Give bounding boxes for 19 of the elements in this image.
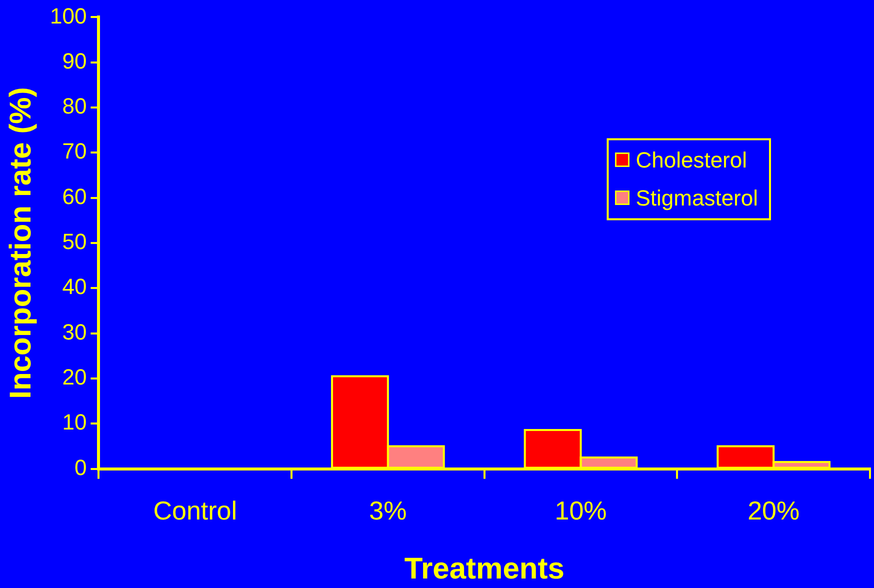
y-tick-label: 60: [62, 184, 87, 209]
y-tick-label: 0: [74, 454, 87, 480]
x-tick-label: 20%: [748, 496, 800, 526]
y-tick-label: 80: [62, 94, 87, 119]
y-axis-title: Incorporation rate (%): [4, 87, 38, 399]
y-tick-label: 70: [62, 138, 87, 164]
y-tick-label: 100: [50, 3, 87, 28]
x-tick-label: 10%: [554, 496, 607, 526]
y-tick-label: 90: [62, 48, 87, 74]
legend-label: Stigmasterol: [636, 185, 758, 210]
y-tick-label: 40: [62, 274, 87, 300]
x-axis-title: Treatments: [404, 552, 564, 586]
x-tick-label: Control: [153, 496, 238, 526]
y-tick-label: 10: [62, 410, 87, 435]
y-tick-label: 30: [62, 319, 87, 344]
y-tick-label: 20: [62, 364, 87, 390]
y-tick-label: 50: [62, 229, 87, 254]
legend-label: Cholesterol: [636, 147, 748, 172]
x-tick-label: 3%: [369, 496, 407, 526]
